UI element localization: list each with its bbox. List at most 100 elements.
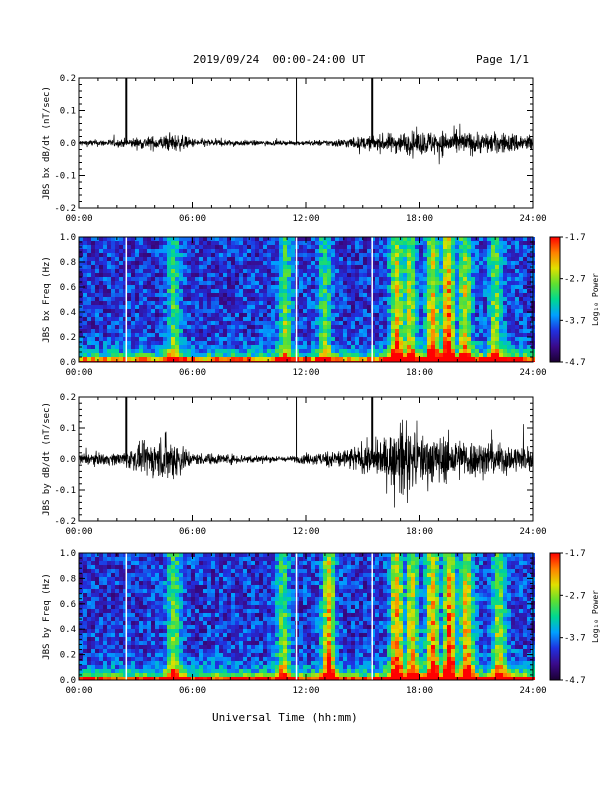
heatmap-cell (287, 265, 291, 269)
heatmap-cell (315, 273, 319, 277)
heatmap-cell (399, 277, 403, 281)
heatmap-cell (111, 241, 115, 245)
heatmap-cell (135, 313, 139, 317)
heatmap-cell (163, 557, 167, 561)
heatmap-cell (187, 257, 191, 261)
heatmap-cell (431, 309, 435, 313)
heatmap-cell (395, 309, 399, 313)
heatmap-cell (111, 325, 115, 329)
heatmap-cell (379, 313, 383, 317)
heatmap-cell (251, 277, 255, 281)
heatmap-cell (527, 277, 531, 281)
heatmap-cell (331, 317, 335, 321)
heatmap-cell (423, 241, 427, 245)
heatmap-cell (411, 241, 415, 245)
heatmap-cell (391, 265, 395, 269)
heatmap-cell (183, 589, 187, 593)
heatmap-cell (451, 293, 455, 297)
heatmap-cell (223, 333, 227, 337)
heatmap-cell (355, 341, 359, 345)
heatmap-cell (187, 313, 191, 317)
heatmap-cell (175, 589, 179, 593)
heatmap-cell (279, 325, 283, 329)
heatmap-cell (107, 669, 111, 673)
heatmap-cell (455, 269, 459, 273)
heatmap-cell (467, 317, 471, 321)
heatmap-cell (111, 625, 115, 629)
heatmap-cell (175, 617, 179, 621)
heatmap-cell (463, 241, 467, 245)
heatmap-cell (407, 293, 411, 297)
heatmap-cell (263, 265, 267, 269)
heatmap-cell (175, 333, 179, 337)
heatmap-cell (123, 281, 127, 285)
heatmap-cell (307, 329, 311, 333)
heatmap-cell (283, 249, 287, 253)
heatmap-cell (183, 581, 187, 585)
heatmap-cell (419, 357, 423, 361)
heatmap-cell (211, 293, 215, 297)
heatmap-cell (143, 333, 147, 337)
heatmap-cell (207, 261, 211, 265)
heatmap-cell (127, 269, 131, 273)
heatmap-cell (107, 633, 111, 637)
heatmap-cell (103, 573, 107, 577)
heatmap-cell (479, 313, 483, 317)
heatmap-cell (495, 237, 499, 241)
heatmap-cell (231, 357, 235, 361)
heatmap-cell (183, 293, 187, 297)
heatmap-cell (359, 253, 363, 257)
heatmap-cell (159, 317, 163, 321)
heatmap-cell (99, 573, 103, 577)
heatmap-cell (163, 321, 167, 325)
heatmap-cell (383, 317, 387, 321)
heatmap-cell (307, 337, 311, 341)
heatmap-cell (103, 553, 107, 557)
heatmap-cell (187, 329, 191, 333)
heatmap-cell (159, 309, 163, 313)
heatmap-cell (155, 305, 159, 309)
heatmap-cell (427, 341, 431, 345)
heatmap-cell (383, 329, 387, 333)
heatmap-cell (99, 553, 103, 557)
heatmap-cell (467, 241, 471, 245)
heatmap-cell (119, 629, 123, 633)
heatmap-cell (515, 237, 519, 241)
heatmap-cell (471, 321, 475, 325)
heatmap-cell (83, 249, 87, 253)
heatmap-cell (163, 357, 167, 361)
heatmap-cell (131, 633, 135, 637)
heatmap-cell (463, 317, 467, 321)
heatmap-cell (79, 605, 83, 609)
heatmap-cell (159, 557, 163, 561)
heatmap-cell (327, 261, 331, 265)
heatmap-cell (479, 237, 483, 241)
heatmap-cell (495, 313, 499, 317)
heatmap-cell (111, 341, 115, 345)
heatmap-cell (475, 325, 479, 329)
heatmap-cell (475, 317, 479, 321)
heatmap-cell (507, 357, 511, 361)
heatmap-cell (343, 313, 347, 317)
heatmap-cell (127, 301, 131, 305)
heatmap-cell (419, 261, 423, 265)
heatmap-cell (99, 593, 103, 597)
heatmap-cell (135, 621, 139, 625)
heatmap-cell (471, 357, 475, 361)
heatmap-cell (107, 277, 111, 281)
heatmap-cell (415, 245, 419, 249)
heatmap-cell (151, 561, 155, 565)
heatmap-cell (131, 677, 135, 680)
heatmap-cell (191, 261, 195, 265)
heatmap-cell (251, 329, 255, 333)
heatmap-cell (215, 345, 219, 349)
heatmap-cell (355, 317, 359, 321)
heatmap-cell (475, 253, 479, 257)
heatmap-cell (83, 601, 87, 605)
heatmap-cell (247, 349, 251, 353)
heatmap-cell (211, 317, 215, 321)
heatmap-cell (487, 269, 491, 273)
heatmap-cell (243, 341, 247, 345)
heatmap-cell (135, 265, 139, 269)
heatmap-cell (359, 321, 363, 325)
